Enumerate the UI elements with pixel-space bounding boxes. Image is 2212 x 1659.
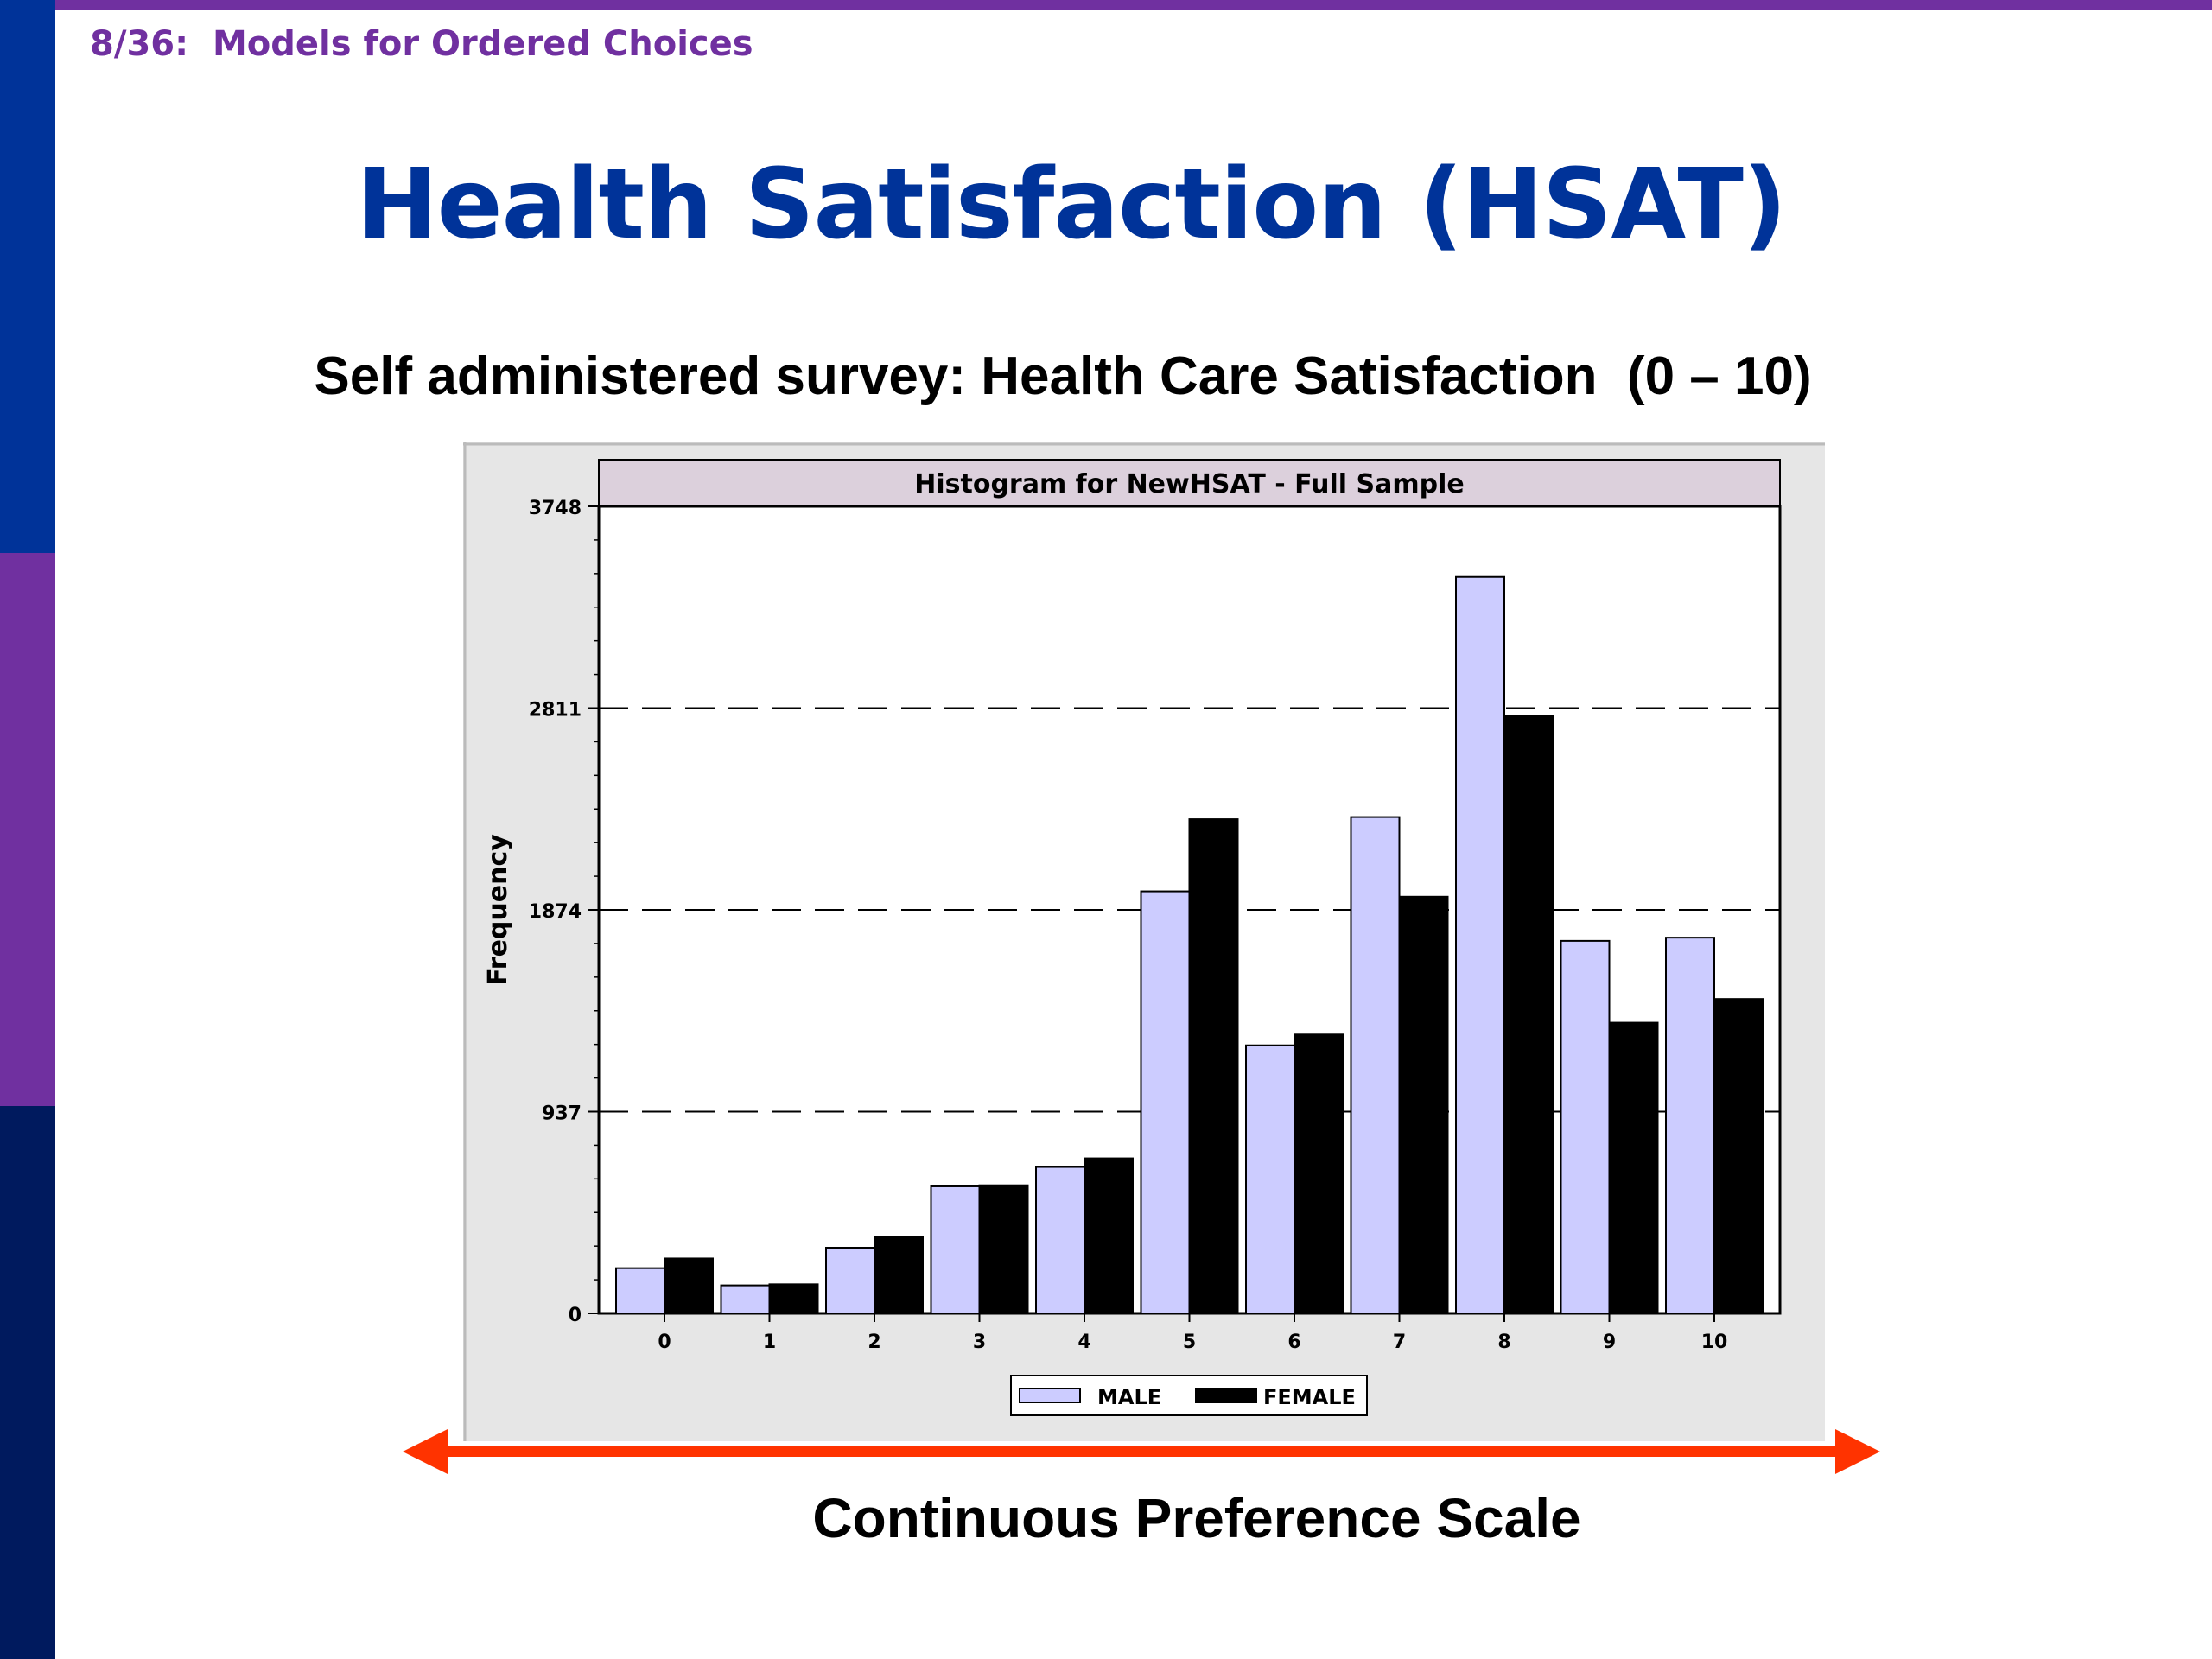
x-tick-label-3: 3 bbox=[973, 1332, 986, 1353]
x-tick-label-0: 0 bbox=[658, 1332, 671, 1353]
y-tick-label-0: 0 bbox=[569, 1305, 582, 1326]
y-tick-label-2811: 2811 bbox=[529, 700, 582, 721]
chart-title-band bbox=[598, 459, 1781, 507]
y-tick-label-1874: 1874 bbox=[529, 901, 582, 923]
double-arrow bbox=[403, 1429, 1880, 1474]
x-tick-label-4: 4 bbox=[1077, 1332, 1090, 1353]
bar-male-8 bbox=[1455, 575, 1505, 1314]
side-bar-segment-navy bbox=[0, 1106, 55, 1659]
bar-male-9 bbox=[1560, 939, 1611, 1315]
x-tick-label-2: 2 bbox=[868, 1332, 880, 1353]
scale-caption: Continuous Preference Scale bbox=[812, 1487, 1581, 1549]
side-bar-segment-purple bbox=[0, 553, 55, 1106]
arrow-head-left bbox=[403, 1429, 448, 1474]
bar-male-7 bbox=[1350, 816, 1401, 1314]
bar-male-0 bbox=[615, 1267, 665, 1314]
legend-label-male: MALE bbox=[1097, 1385, 1161, 1409]
bar-female-1 bbox=[768, 1283, 819, 1314]
bar-male-4 bbox=[1035, 1166, 1085, 1315]
bar-male-6 bbox=[1245, 1044, 1295, 1314]
bar-female-0 bbox=[664, 1257, 714, 1314]
bar-female-10 bbox=[1713, 998, 1764, 1315]
bar-female-8 bbox=[1503, 715, 1554, 1314]
bar-female-6 bbox=[1294, 1033, 1344, 1314]
legend-swatch-female bbox=[1195, 1388, 1257, 1403]
x-tick-label-6: 6 bbox=[1287, 1332, 1300, 1353]
bar-female-4 bbox=[1084, 1157, 1134, 1314]
x-tick-label-5: 5 bbox=[1183, 1332, 1196, 1353]
y-tick-label-3748: 3748 bbox=[529, 498, 582, 519]
slide-subtitle: Self administered survey: Health Care Sa… bbox=[314, 346, 1812, 406]
arrow-head-right bbox=[1835, 1429, 1880, 1474]
chart-title: Histogram for NewHSAT - Full Sample bbox=[914, 469, 1464, 499]
slide-title: Health Satisfaction (HSAT) bbox=[356, 149, 1787, 261]
bar-female-5 bbox=[1188, 818, 1239, 1314]
bar-male-2 bbox=[825, 1246, 875, 1315]
bar-male-3 bbox=[930, 1185, 981, 1314]
x-tick-label-7: 7 bbox=[1393, 1332, 1406, 1353]
histogram-chart: Histogram for NewHSAT - Full Sample09371… bbox=[463, 442, 1825, 1441]
x-tick-label-8: 8 bbox=[1497, 1332, 1510, 1353]
side-bar-segment-blue bbox=[0, 0, 55, 553]
bar-male-1 bbox=[720, 1284, 771, 1315]
bar-male-5 bbox=[1140, 890, 1191, 1314]
top-accent-bar bbox=[0, 0, 2212, 10]
x-tick-label-9: 9 bbox=[1603, 1332, 1616, 1353]
slide-label: 8/36: Models for Ordered Choices bbox=[90, 24, 753, 64]
y-tick-label-937: 937 bbox=[542, 1103, 582, 1125]
bar-male-10 bbox=[1665, 937, 1715, 1314]
x-tick-label-10: 10 bbox=[1701, 1332, 1728, 1353]
bar-female-3 bbox=[978, 1184, 1029, 1314]
side-accent-bar bbox=[0, 0, 55, 1659]
arrow-shaft bbox=[437, 1446, 1846, 1457]
bar-female-9 bbox=[1608, 1021, 1659, 1314]
legend-swatch-male bbox=[1019, 1388, 1081, 1403]
legend-label-female: FEMALE bbox=[1263, 1385, 1356, 1409]
x-tick-label-1: 1 bbox=[763, 1332, 776, 1353]
y-axis-label: Frequency bbox=[483, 834, 513, 986]
bar-female-7 bbox=[1398, 895, 1449, 1314]
bar-female-2 bbox=[874, 1236, 924, 1315]
